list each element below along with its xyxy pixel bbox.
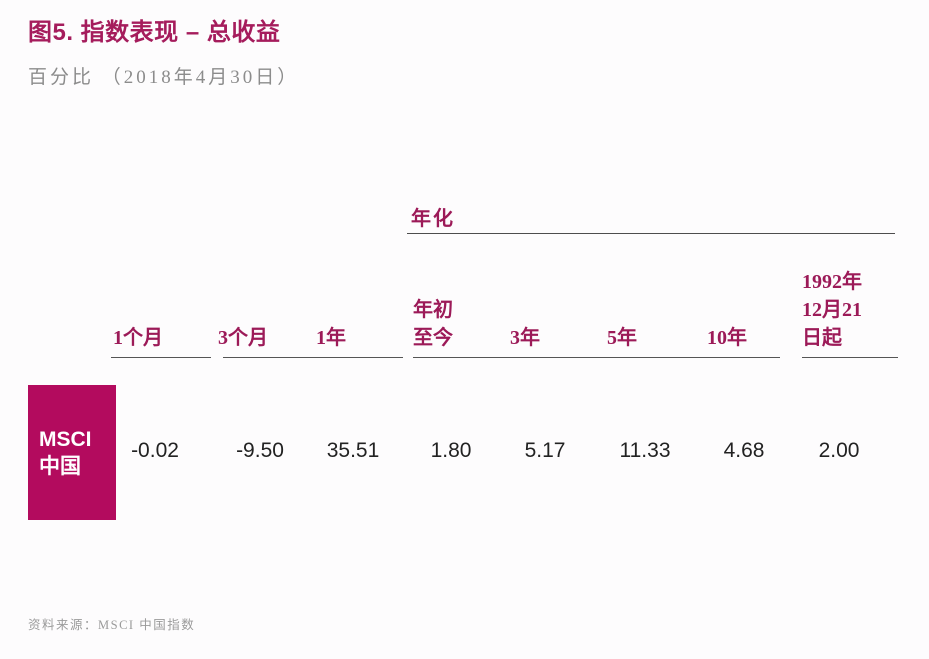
column-header-1m: 1个月 (113, 327, 163, 349)
column-header-5y: 5年 (607, 327, 637, 349)
column-header-1y: 1年 (316, 327, 346, 349)
header-rule-segment (413, 357, 780, 358)
value-1y: 35.51 (326, 439, 380, 462)
header-rule-segment (111, 357, 211, 358)
row-label-msci-china: MSCI 中国 (28, 385, 116, 520)
column-header-ytd: 年初 至今 (413, 299, 453, 349)
value-1m: -0.02 (131, 439, 179, 462)
value-3m: -9.50 (236, 439, 284, 462)
annualized-group-label: 年化 (411, 208, 455, 230)
column-header-3y: 3年 (510, 327, 540, 349)
value-5y: 11.33 (619, 439, 671, 462)
header-rule-segment (223, 357, 403, 358)
value-3y: 5.17 (524, 439, 566, 462)
value-10y: 4.68 (723, 439, 765, 462)
value-since-inception: 2.00 (818, 439, 860, 462)
figure-subtitle: 百分比 （2018年4月30日） (28, 67, 300, 88)
header-rule-segment (802, 357, 898, 358)
column-header-since-inception: 1992年 12月21 日起 (802, 271, 862, 349)
source-note: 资料来源：MSCI 中国指数 (28, 618, 196, 632)
value-ytd: 1.80 (430, 439, 472, 462)
column-header-10y: 10年 (707, 327, 747, 349)
annualized-group-rule (407, 233, 895, 234)
column-header-3m: 3个月 (218, 327, 268, 349)
figure-title: 图5. 指数表现 – 总收益 (28, 19, 281, 46)
